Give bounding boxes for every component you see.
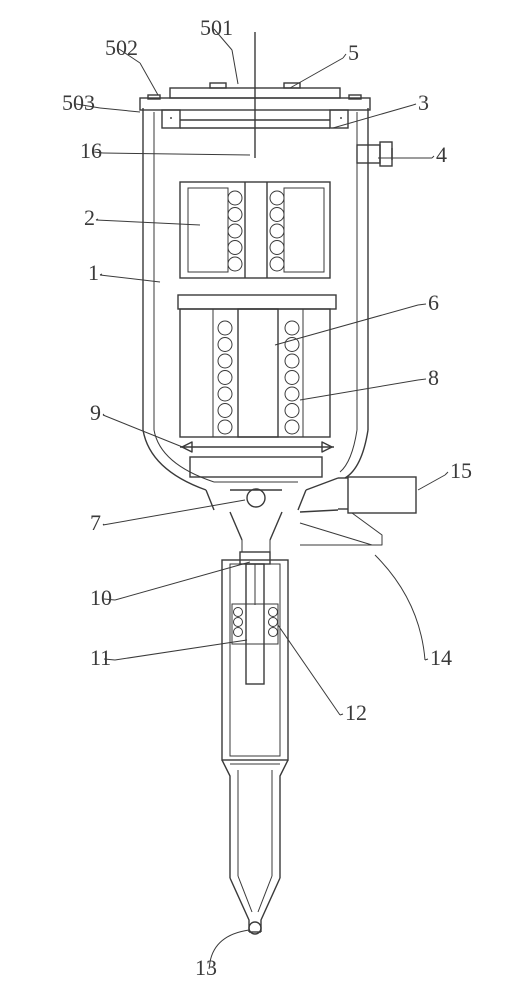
label-l7: 7	[90, 510, 101, 535]
label-l502: 502	[105, 35, 138, 60]
label-l16: 16	[80, 138, 102, 163]
label-l10: 10	[90, 585, 112, 610]
label-l8: 8	[428, 365, 439, 390]
label-l14: 14	[430, 645, 452, 670]
label-l12: 12	[345, 700, 367, 725]
label-l2: 2	[84, 205, 95, 230]
label-l15: 15	[450, 458, 472, 483]
label-l501: 501	[200, 15, 233, 40]
label-l5: 5	[348, 40, 359, 65]
label-l6: 6	[428, 290, 439, 315]
label-l9: 9	[90, 400, 101, 425]
label-l13: 13	[195, 955, 217, 980]
label-l1: 1	[88, 260, 99, 285]
label-l11: 11	[90, 645, 111, 670]
label-l503: 503	[62, 90, 95, 115]
label-l4: 4	[436, 142, 447, 167]
label-l3: 3	[418, 90, 429, 115]
injector-diagram: 50150255033164216891571011141213	[0, 0, 517, 1000]
